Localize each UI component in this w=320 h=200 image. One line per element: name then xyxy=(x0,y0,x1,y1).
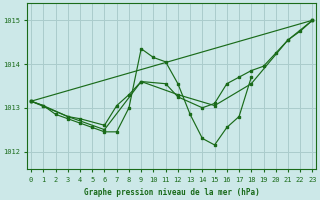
X-axis label: Graphe pression niveau de la mer (hPa): Graphe pression niveau de la mer (hPa) xyxy=(84,188,260,197)
